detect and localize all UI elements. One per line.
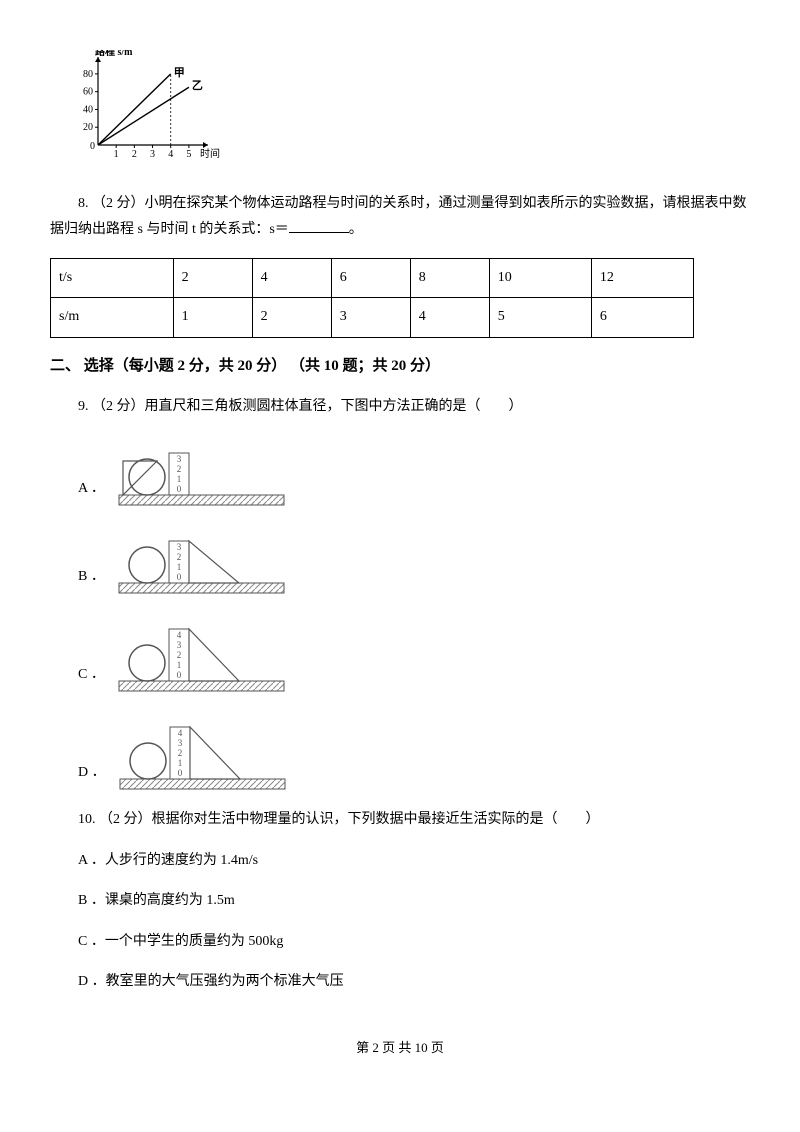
q8-text: 8. （2 分）小明在探究某个物体运动路程与时间的关系时，通过测量得到如表所示的… (50, 191, 750, 244)
q8-blank (289, 218, 349, 233)
svg-text:80: 80 (83, 69, 93, 80)
svg-text:2: 2 (177, 650, 182, 660)
ruler-diagram-b: 3210 (117, 523, 287, 595)
cell: 10 (489, 258, 591, 298)
ruler-diagram-c: 43210 (117, 611, 287, 693)
cell: 6 (331, 258, 410, 298)
svg-text:1: 1 (177, 474, 182, 484)
svg-text:0: 0 (177, 484, 182, 494)
cell: 2 (173, 258, 252, 298)
q10-text: 10. （2 分）根据你对生活中物理量的认识，下列数据中最接近生活实际的是（ ） (50, 807, 750, 834)
svg-text:3: 3 (177, 542, 182, 552)
ruler-diagram-a: 3210 (117, 435, 287, 507)
svg-text:3: 3 (150, 149, 155, 160)
cell: 2 (252, 298, 331, 338)
svg-text:20: 20 (83, 122, 93, 133)
option-label: C ． (78, 662, 105, 693)
svg-text:3: 3 (177, 640, 182, 650)
cell: 5 (489, 298, 591, 338)
ruler-diagram-d: 43210 (118, 709, 288, 791)
cell: 3 (331, 298, 410, 338)
option-label: B ． (78, 564, 105, 595)
q9-text: 9. （2 分）用直尺和三角板测圆柱体直径，下图中方法正确的是（ ） (50, 394, 750, 421)
q9-option-c: C ． 43210 (78, 611, 750, 693)
q8-table: t/s 2 4 6 8 10 12 s/m 1 2 3 4 5 6 (50, 258, 694, 338)
q10-option-c: C ．一个中学生的质量约为 500kg (50, 929, 750, 956)
svg-text:3: 3 (177, 454, 182, 464)
svg-text:60: 60 (83, 87, 93, 98)
svg-text:甲: 甲 (174, 66, 185, 79)
svg-text:2: 2 (132, 149, 137, 160)
option-label: A ． (78, 476, 105, 507)
svg-text:1: 1 (177, 660, 182, 670)
page-footer: 第 2 页 共 10 页 (50, 1036, 750, 1061)
svg-text:0: 0 (177, 572, 182, 582)
cell: 12 (591, 258, 693, 298)
cell: s/m (51, 298, 174, 338)
svg-text:3: 3 (177, 738, 182, 748)
svg-text:时间 t/s: 时间 t/s (200, 147, 220, 160)
q9-option-a: A ． 3210 (78, 435, 750, 507)
cell: t/s (51, 258, 174, 298)
svg-text:乙: 乙 (192, 79, 203, 92)
svg-text:4: 4 (177, 630, 182, 640)
line-chart-svg: 0 20 40 60 80 1 2 3 4 5 路程 s/m 时间 t/s 甲乙 (70, 50, 220, 160)
svg-text:2: 2 (177, 552, 182, 562)
svg-text:4: 4 (168, 149, 173, 160)
svg-text:1: 1 (114, 149, 119, 160)
svg-text:5: 5 (186, 149, 191, 160)
q10-option-a: A ．人步行的速度约为 1.4m/s (50, 848, 750, 875)
svg-text:路程 s/m: 路程 s/m (95, 50, 133, 58)
table-row: t/s 2 4 6 8 10 12 (51, 258, 694, 298)
svg-text:4: 4 (177, 728, 182, 738)
svg-text:2: 2 (177, 748, 182, 758)
cell: 4 (252, 258, 331, 298)
cell: 6 (591, 298, 693, 338)
q7-chart: 0 20 40 60 80 1 2 3 4 5 路程 s/m 时间 t/s 甲乙 (70, 50, 750, 171)
svg-text:40: 40 (83, 104, 93, 115)
svg-text:2: 2 (177, 464, 182, 474)
cell: 1 (173, 298, 252, 338)
option-label: D ． (78, 760, 106, 791)
q10-option-d: D ．教室里的大气压强约为两个标准大气压 (50, 969, 750, 996)
table-row: s/m 1 2 3 4 5 6 (51, 298, 694, 338)
section-2-title: 二、 选择（每小题 2 分，共 20 分） （共 10 题；共 20 分） (50, 352, 750, 381)
svg-text:0: 0 (177, 670, 182, 680)
svg-text:1: 1 (177, 758, 182, 768)
q8-before: 8. （2 分）小明在探究某个物体运动路程与时间的关系时，通过测量得到如表所示的… (50, 196, 747, 238)
svg-text:0: 0 (177, 768, 182, 778)
q10-option-b: B ．课桌的高度约为 1.5m (50, 888, 750, 915)
q9-option-b: B ． 3210 (78, 523, 750, 595)
svg-text:0: 0 (90, 141, 95, 152)
q8-after: 。 (349, 222, 363, 237)
q9-option-d: D ． 43210 (78, 709, 750, 791)
svg-text:1: 1 (177, 562, 182, 572)
cell: 8 (410, 258, 489, 298)
cell: 4 (410, 298, 489, 338)
